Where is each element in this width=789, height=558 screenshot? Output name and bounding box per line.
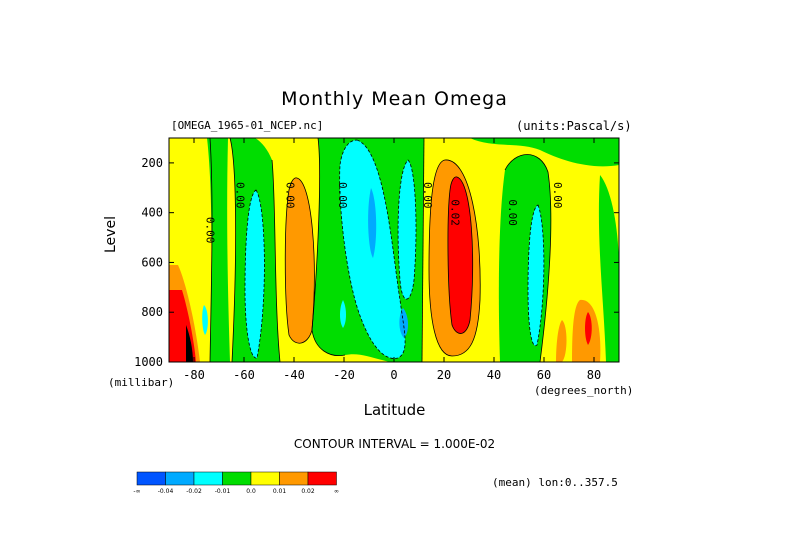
plot-area bbox=[169, 138, 619, 362]
contour-line bbox=[447, 176, 474, 334]
neg-column-60s bbox=[245, 190, 265, 359]
pos-core-tropics bbox=[447, 176, 473, 334]
chart-title: Monthly Mean Omega bbox=[281, 88, 508, 110]
x-tick-label: 60 bbox=[537, 368, 551, 382]
colorbar-swatch bbox=[165, 471, 195, 486]
contour-line bbox=[209, 138, 213, 362]
y-tick-label: 400 bbox=[141, 206, 163, 220]
colorbar-label: 0.02 bbox=[301, 488, 315, 495]
neg-column-60n bbox=[528, 205, 544, 346]
colorbar-swatch bbox=[307, 471, 337, 486]
y-tick-label: 600 bbox=[141, 255, 163, 269]
units-label: (units:Pascal/s) bbox=[516, 119, 632, 133]
contour-label: 0.00 bbox=[421, 182, 434, 209]
contour-label-layer: 0.00 0.00 0.00 0.00 0.00 0.02 0.00 0.00 bbox=[204, 182, 565, 243]
x-axis-label: Latitude bbox=[363, 401, 426, 419]
colorbar-label: -0.04 bbox=[158, 488, 174, 495]
contour-interval-note: CONTOUR INTERVAL = 1.000E-02 bbox=[293, 437, 496, 451]
pos-column-40s bbox=[285, 177, 315, 344]
contour-line bbox=[229, 138, 237, 362]
colorbar-swatch bbox=[136, 471, 166, 486]
colorbar-swatch bbox=[193, 471, 223, 486]
y-axis-label: Level bbox=[103, 216, 119, 253]
pos-max-south-pole bbox=[186, 325, 193, 362]
contour-line bbox=[311, 138, 346, 357]
neg-region-south bbox=[207, 138, 230, 362]
x-tick-label: -60 bbox=[233, 368, 255, 382]
contour-line-negative bbox=[244, 189, 265, 359]
dataset-label: [OMEGA_1965-01_NCEP.nc] bbox=[171, 119, 324, 132]
neg-column-equator bbox=[398, 160, 416, 300]
x-tick-label: -40 bbox=[283, 368, 305, 382]
x-tick-label: -80 bbox=[183, 368, 205, 382]
colorbar-label: ∞ bbox=[334, 488, 339, 495]
contour-label: 0.00 bbox=[336, 182, 349, 209]
contour-label: 0.00 bbox=[506, 199, 519, 226]
neg-region-north-top bbox=[470, 138, 619, 167]
contour-line bbox=[271, 159, 281, 362]
x-tick-label: 20 bbox=[437, 368, 451, 382]
colorbar-label: 0.01 bbox=[273, 488, 287, 495]
contour-line-negative bbox=[397, 159, 417, 300]
contour-line-negative bbox=[527, 204, 545, 347]
x-tick-label: 80 bbox=[587, 368, 601, 382]
contour-label: 0.02 bbox=[449, 199, 462, 226]
contour-line bbox=[284, 177, 315, 344]
y-tick-label: 1000 bbox=[134, 355, 163, 369]
neg-small-40s bbox=[340, 300, 346, 328]
neg-core-tropics bbox=[368, 188, 377, 258]
pos-core-north-pole bbox=[585, 312, 592, 345]
contour-line bbox=[504, 154, 552, 362]
contour-label: 0.00 bbox=[204, 217, 217, 244]
x-axis-unit: (degrees_north) bbox=[534, 384, 634, 397]
x-tick-label: 0 bbox=[390, 368, 397, 382]
contour-line bbox=[428, 159, 481, 357]
colorbar: -∞ -0.04 -0.02 -0.01 0.0 0.01 0.02 ∞ bbox=[133, 471, 339, 495]
contour-label: 0.00 bbox=[551, 182, 564, 209]
colorbar-label: -0.01 bbox=[215, 488, 231, 495]
neg-region-polar bbox=[598, 175, 619, 362]
contour-label: 0.00 bbox=[284, 182, 297, 209]
y-tick-label: 800 bbox=[141, 305, 163, 319]
axis-layer: -80 -60 -40 -20 0 20 40 60 80 200 400 600 800 1000 bbox=[134, 138, 619, 382]
x-tick-label: 40 bbox=[487, 368, 501, 382]
contour-line bbox=[421, 138, 425, 362]
colorbar-swatch bbox=[279, 471, 309, 486]
footer-note: (mean) lon:0..357.5 bbox=[492, 476, 618, 489]
contour-label: 0.00 bbox=[234, 182, 247, 209]
colorbar-label: -∞ bbox=[133, 488, 140, 495]
colorbar-label: -0.02 bbox=[186, 488, 202, 495]
x-tick-label: -20 bbox=[333, 368, 355, 382]
y-tick-label: 200 bbox=[141, 156, 163, 170]
y-axis-unit: (millibar) bbox=[108, 376, 175, 389]
colorbar-swatch bbox=[250, 471, 280, 486]
colorbar-label: 0.0 bbox=[246, 488, 256, 495]
neg-small-south bbox=[202, 305, 208, 335]
pos-small-60n bbox=[556, 320, 567, 362]
colorbar-swatch bbox=[222, 471, 252, 486]
